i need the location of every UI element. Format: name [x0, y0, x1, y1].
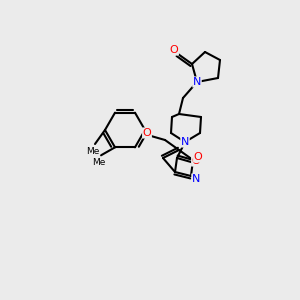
Text: O: O — [169, 45, 178, 55]
Text: N: N — [193, 77, 201, 87]
Text: N: N — [181, 137, 189, 147]
Text: N: N — [192, 174, 200, 184]
Text: Me: Me — [92, 158, 106, 167]
Text: Me: Me — [86, 146, 100, 155]
Text: O: O — [142, 128, 152, 138]
Text: O: O — [194, 152, 202, 162]
Text: O: O — [192, 156, 200, 166]
